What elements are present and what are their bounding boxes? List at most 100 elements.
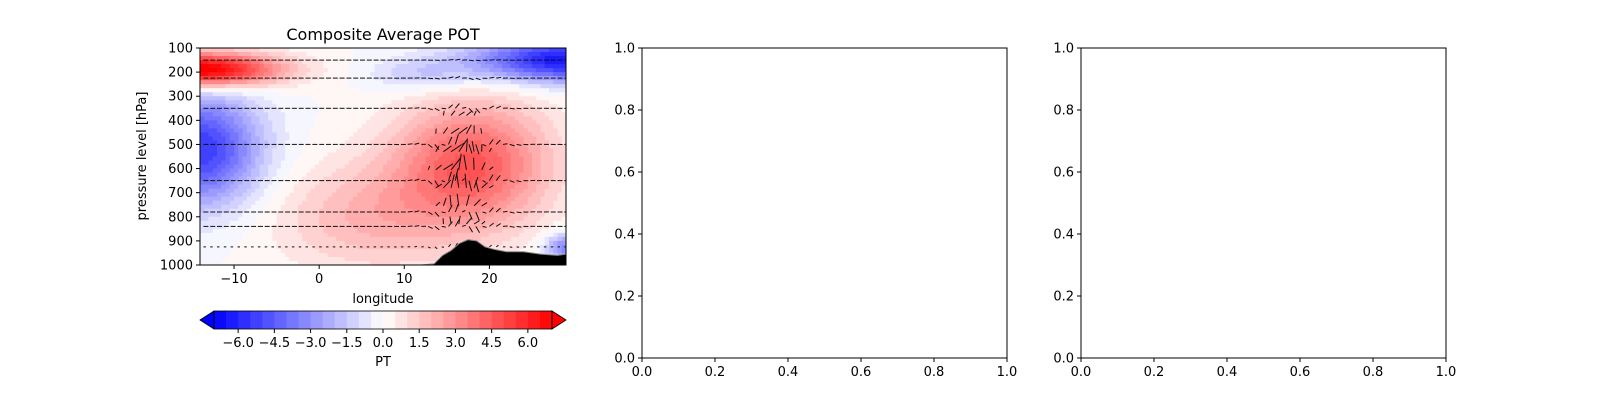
heatmap-cell: [238, 112, 244, 117]
heatmap-cell: [229, 216, 235, 222]
heatmap-cell: [251, 108, 256, 113]
heatmap-cell: [459, 140, 465, 146]
heatmap-cell: [340, 176, 346, 182]
heatmap-cell: [353, 132, 359, 138]
heatmap-cell: [306, 148, 312, 154]
heatmap-cell: [353, 256, 359, 262]
heatmap-cell: [438, 196, 444, 202]
heatmap-cell: [442, 116, 448, 121]
heatmap-cell: [285, 252, 290, 258]
heatmap-cell: [246, 48, 252, 53]
heatmap-cell: [268, 136, 273, 142]
heatmap-cell: [208, 184, 214, 190]
heatmap-cell: [429, 92, 435, 97]
heatmap-cell: [497, 72, 503, 77]
heatmap-cell: [387, 168, 393, 174]
heatmap-cell: [438, 64, 444, 69]
heatmap-cell: [280, 56, 286, 61]
heatmap-cell: [238, 80, 244, 85]
heatmap-cell: [463, 220, 469, 226]
heatmap-cell: [238, 200, 244, 206]
heatmap-cell: [434, 204, 439, 210]
heatmap-cell: [561, 124, 566, 129]
heatmap-cell: [548, 80, 554, 85]
heatmap-cell: [336, 184, 342, 190]
heatmap-cell: [289, 88, 295, 93]
heatmap-cell: [514, 112, 520, 117]
heatmap-cell: [472, 80, 478, 85]
heatmap-cell: [310, 216, 316, 222]
heatmap-cell: [514, 176, 520, 182]
heatmap-cell: [553, 80, 559, 85]
heatmap-cell: [280, 68, 286, 73]
heatmap-cell: [438, 68, 444, 73]
heatmap-cell: [217, 72, 222, 77]
heatmap-cell: [561, 108, 566, 113]
heatmap-cell: [374, 64, 380, 69]
heatmap-cell: [268, 68, 273, 73]
heatmap-cell: [497, 132, 503, 138]
heatmap-cell: [493, 56, 499, 61]
heatmap-cell: [208, 216, 214, 222]
heatmap-cell: [327, 236, 333, 242]
heatmap-cell: [217, 160, 222, 166]
heatmap-cell: [442, 216, 448, 222]
heatmap-cell: [272, 148, 278, 154]
heatmap-cell: [561, 188, 566, 194]
heatmap-cell: [493, 84, 499, 89]
heatmap-cell: [340, 232, 346, 238]
heatmap-cell: [361, 124, 367, 129]
heatmap-cell: [383, 120, 388, 125]
heatmap-cell: [280, 212, 286, 218]
heatmap-cell: [272, 128, 278, 133]
heatmap-cell: [297, 260, 303, 265]
heatmap-cell: [485, 132, 490, 138]
heatmap-cell: [553, 188, 559, 194]
heatmap-cell: [234, 148, 239, 154]
heatmap-cell: [412, 196, 418, 202]
heatmap-cell: [200, 180, 205, 186]
heatmap-cell: [395, 204, 401, 210]
heatmap-cell: [289, 252, 295, 258]
heatmap-cell: [272, 120, 278, 125]
heatmap-cell: [336, 192, 342, 198]
heatmap-cell: [523, 200, 529, 206]
heatmap-cell: [319, 100, 325, 105]
heatmap-cell: [502, 132, 508, 138]
heatmap-cell: [234, 124, 239, 129]
heatmap-cell: [463, 192, 469, 198]
heatmap-cell: [314, 236, 320, 242]
heatmap-cell: [293, 144, 299, 150]
heatmap-cell: [276, 128, 282, 133]
heatmap-cell: [514, 188, 520, 194]
heatmap-cell: [200, 140, 205, 146]
heatmap-cell: [310, 108, 316, 113]
heatmap-cell: [280, 148, 286, 154]
heatmap-cell: [459, 136, 465, 142]
heatmap-cell: [446, 92, 452, 97]
heatmap-cell: [259, 152, 265, 158]
heatmap-cell: [480, 124, 486, 129]
heatmap-cell: [387, 132, 393, 138]
heatmap-cell: [557, 164, 563, 170]
heatmap-cell: [400, 192, 405, 198]
heatmap-cell: [421, 200, 427, 206]
heatmap-cell: [455, 120, 461, 125]
heatmap-cell: [370, 64, 376, 69]
heatmap-cell: [323, 144, 329, 150]
heatmap-cell: [263, 92, 269, 97]
heatmap-cell: [344, 160, 350, 166]
heatmap-cell: [557, 236, 563, 242]
heatmap-cell: [429, 64, 435, 69]
heatmap-cell: [527, 168, 533, 174]
heatmap-cell: [246, 84, 252, 89]
heatmap-cell: [531, 72, 537, 77]
heatmap-cell: [319, 68, 325, 73]
heatmap-cell: [446, 216, 452, 222]
heatmap-cell: [323, 232, 329, 238]
heatmap-cell: [442, 92, 448, 97]
heatmap-cell: [378, 116, 384, 121]
heatmap-cell: [314, 104, 320, 109]
heatmap-cell: [476, 212, 482, 218]
heatmap-cell: [370, 224, 376, 230]
